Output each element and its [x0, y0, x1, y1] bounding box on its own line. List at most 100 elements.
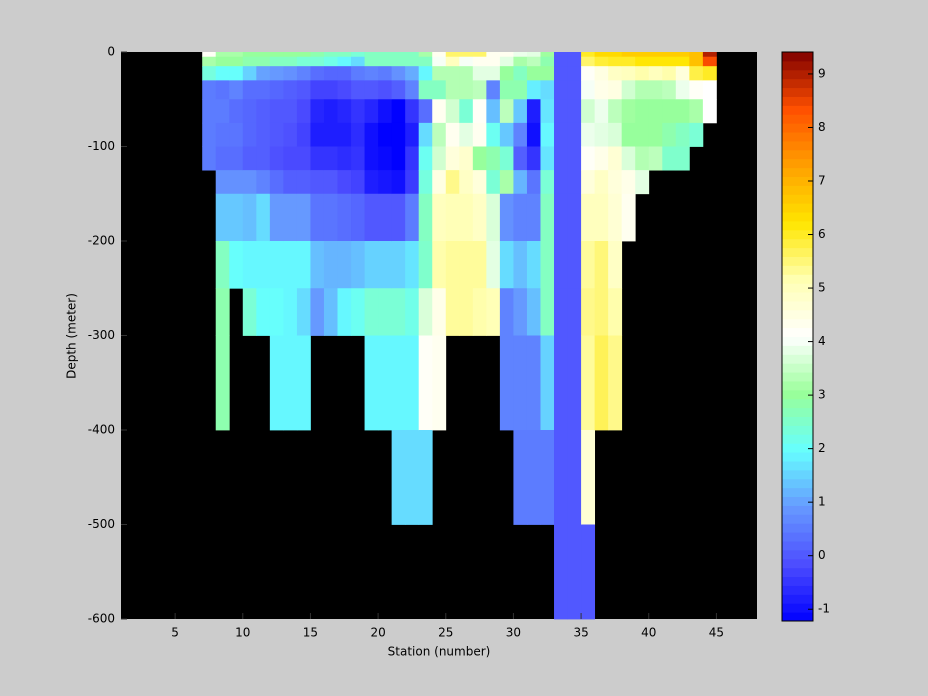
colorbar-swatch — [782, 549, 813, 560]
heatmap-cell — [242, 193, 257, 242]
heatmap-cell — [621, 193, 636, 242]
heatmap-cell — [648, 52, 663, 58]
heatmap-cell — [472, 241, 487, 289]
heatmap-cell — [202, 99, 217, 124]
heatmap-cell — [621, 146, 636, 171]
heatmap-cell — [608, 335, 623, 431]
heatmap-cell — [337, 56, 352, 67]
heatmap-cell — [554, 430, 568, 525]
colorbar-swatch — [782, 203, 813, 213]
heatmap-cell — [296, 170, 311, 195]
heatmap-cell — [351, 122, 365, 147]
colorbar-swatch — [782, 167, 813, 177]
heatmap-cell — [269, 52, 284, 58]
heatmap-cell — [432, 146, 447, 171]
heatmap-cell — [418, 193, 433, 242]
heatmap-cell — [296, 335, 311, 431]
heatmap-cell — [689, 122, 704, 147]
heatmap-cell — [405, 146, 420, 171]
heatmap-cell — [608, 52, 623, 58]
heatmap-cell — [499, 66, 514, 81]
heatmap-cell — [675, 99, 690, 124]
colorbar-swatch — [782, 603, 813, 613]
heatmap-cell — [635, 80, 650, 100]
heatmap-cell — [391, 241, 406, 289]
heatmap-cell — [608, 170, 623, 195]
heatmap-cell — [432, 80, 447, 100]
heatmap-cell — [621, 99, 636, 124]
heatmap-cell — [323, 170, 338, 195]
heatmap-cell — [486, 99, 501, 124]
heatmap-cell — [486, 193, 501, 242]
heatmap-cell — [621, 52, 636, 58]
colorbar-tick-label: 6 — [818, 227, 826, 241]
heatmap-cell — [391, 288, 406, 336]
colorbar-tick-label: -1 — [818, 602, 830, 616]
heatmap-cell — [391, 430, 406, 525]
heatmap-cell — [215, 335, 230, 431]
heatmap-cell — [229, 146, 244, 171]
heatmap-cell — [323, 52, 338, 58]
heatmap-cell — [418, 288, 433, 336]
heatmap-cell — [581, 335, 596, 431]
heatmap-cell — [432, 241, 447, 289]
heatmap-cell — [581, 80, 596, 100]
colorbar-tick-label: 9 — [818, 66, 826, 80]
heatmap-cell — [594, 241, 609, 289]
heatmap-cell — [526, 66, 541, 81]
heatmap-cell — [432, 99, 447, 124]
heatmap-cell — [337, 146, 352, 171]
heatmap-cell — [351, 66, 365, 81]
heatmap-cell — [378, 241, 393, 289]
heatmap-cell — [648, 56, 663, 67]
heatmap-cell — [296, 146, 311, 171]
heatmap-cell — [472, 56, 487, 67]
colorbar-swatch — [782, 594, 813, 604]
heatmap-cell — [554, 146, 568, 171]
heatmap-cell — [540, 66, 555, 81]
colorbar-swatch — [782, 220, 813, 231]
heatmap-cell — [378, 99, 393, 124]
heatmap-cell — [283, 66, 298, 81]
heatmap-cell — [648, 80, 663, 100]
heatmap-cell — [702, 56, 717, 67]
heatmap-cell — [459, 99, 474, 124]
heatmap-cell — [391, 56, 406, 67]
heatmap-cell — [526, 146, 541, 171]
colorbar-swatch — [782, 309, 813, 320]
heatmap-cell — [283, 146, 298, 171]
heatmap-cell — [242, 241, 257, 289]
heatmap-cell — [702, 80, 717, 100]
colorbar-swatch — [782, 478, 813, 489]
heatmap-cell — [418, 56, 433, 67]
heatmap-cell — [296, 193, 311, 242]
colorbar-swatch — [782, 336, 813, 346]
heatmap-cell — [459, 52, 474, 58]
heatmap-cell — [499, 52, 514, 58]
heatmap-cell — [635, 52, 650, 58]
heatmap-cell — [648, 99, 663, 124]
colorbar-swatch — [782, 523, 813, 533]
heatmap-cell — [351, 146, 365, 171]
heatmap-cell — [526, 99, 541, 124]
heatmap-cell — [499, 99, 514, 124]
heatmap-cell — [513, 56, 528, 67]
heatmap-cell — [337, 288, 352, 336]
heatmap-cell — [296, 288, 311, 336]
heatmap-cell — [581, 122, 596, 147]
x-tick-label: 5 — [171, 626, 179, 640]
heatmap-cell — [391, 99, 406, 124]
heatmap-cell — [567, 80, 582, 100]
x-tick-label: 10 — [235, 626, 250, 640]
heatmap-cell — [242, 288, 257, 336]
heatmap-cell — [296, 122, 311, 147]
heatmap-cell — [567, 241, 582, 289]
colorbar-swatch — [782, 300, 813, 311]
heatmap-cell — [499, 241, 514, 289]
heatmap-cell — [256, 80, 271, 100]
heatmap-cell — [391, 193, 406, 242]
heatmap-cell — [472, 193, 487, 242]
heatmap-cell — [378, 80, 393, 100]
heatmap-cell — [418, 241, 433, 289]
heatmap-cell — [567, 122, 582, 147]
